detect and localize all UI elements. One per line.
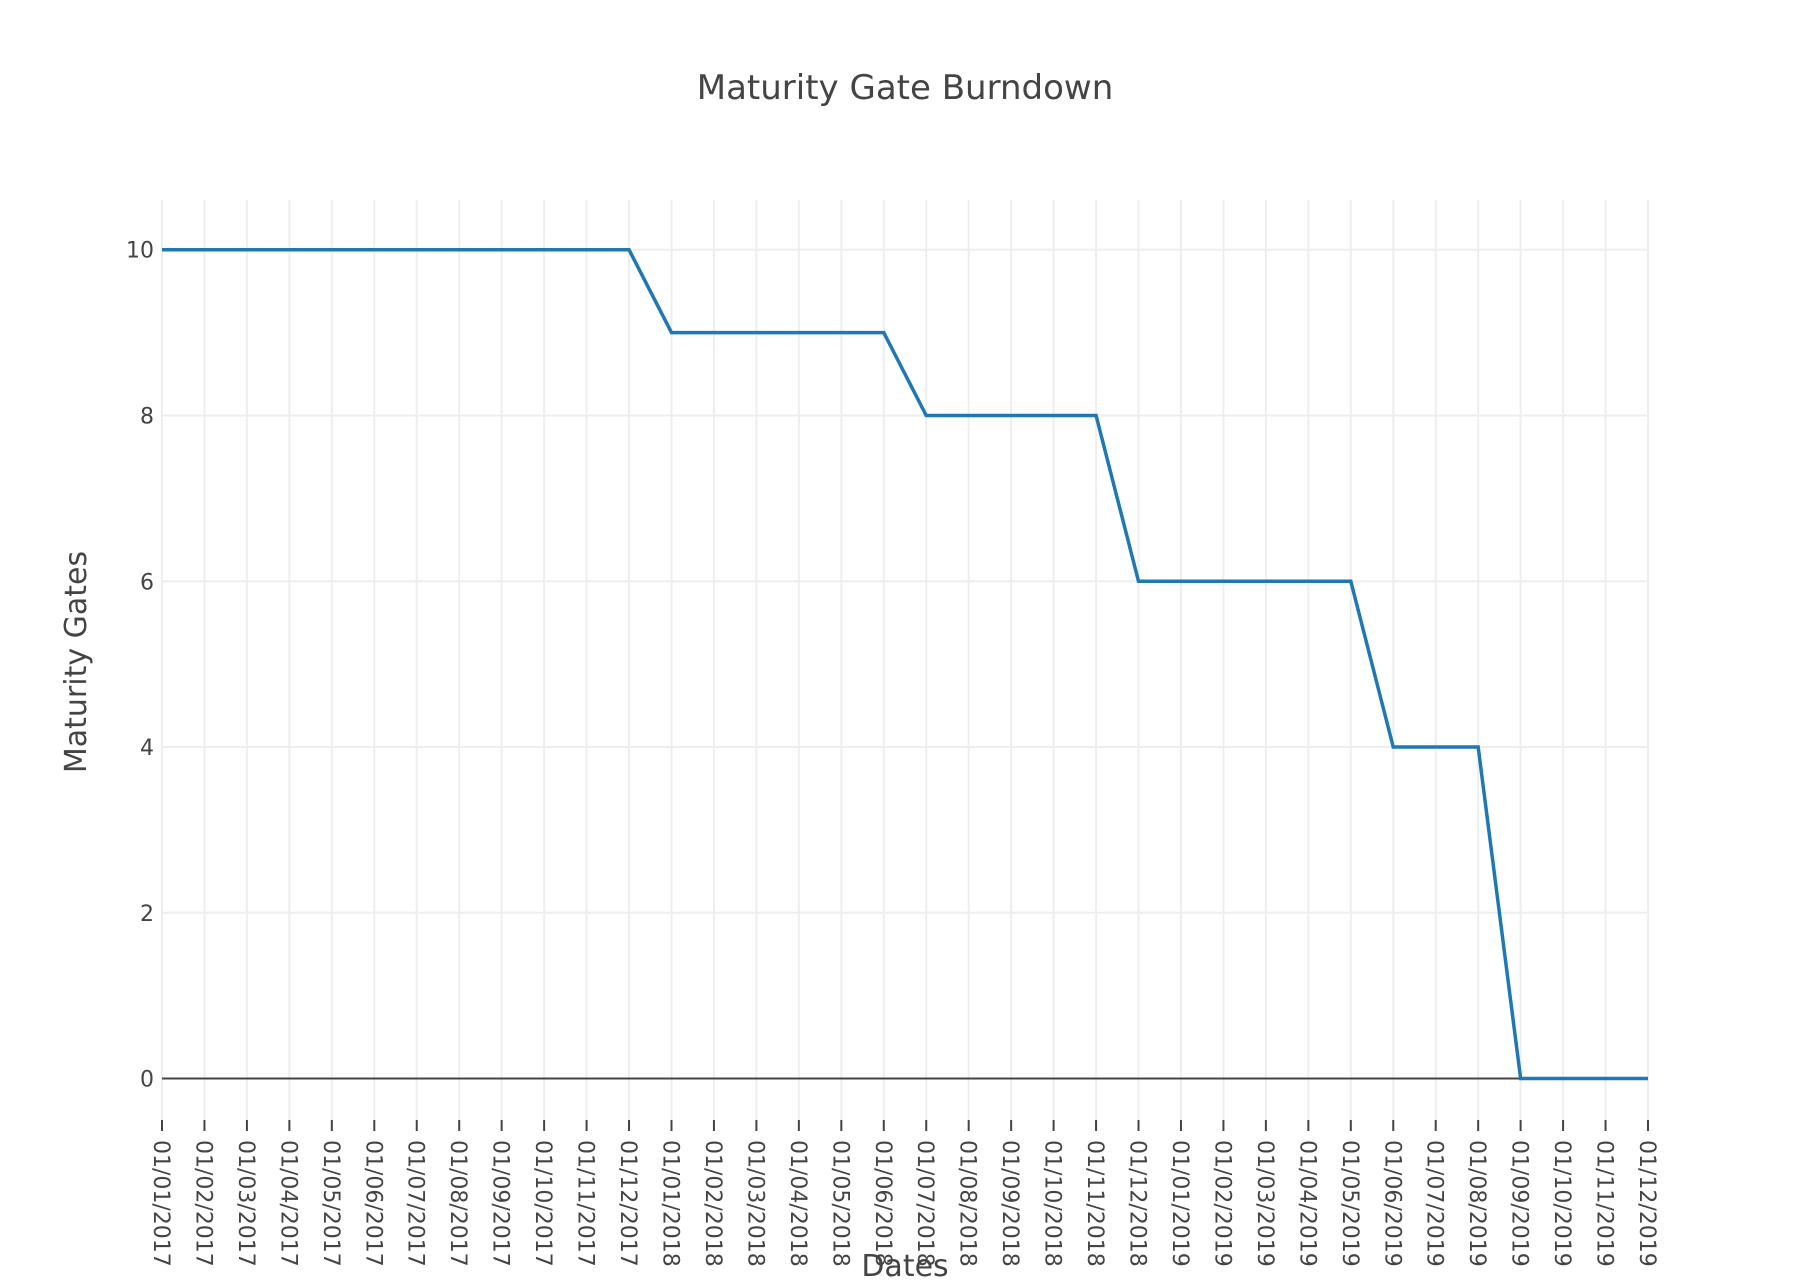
x-tick-label: 01/02/2019 xyxy=(1209,1140,1234,1267)
x-tick-label: 01/06/2018 xyxy=(870,1140,895,1267)
y-tick-label: 10 xyxy=(126,239,154,264)
x-tick-label: 01/01/2018 xyxy=(657,1140,682,1267)
x-tick-label: 01/02/2017 xyxy=(190,1140,215,1267)
x-tick-label: 01/12/2018 xyxy=(1125,1140,1150,1267)
x-tick-label: 01/11/2017 xyxy=(573,1140,598,1267)
x-tick-label: 01/05/2018 xyxy=(827,1140,852,1267)
x-tick-label: 01/10/2017 xyxy=(530,1140,555,1267)
x-tick-label: 01/07/2018 xyxy=(912,1140,937,1267)
x-tick-label: 01/03/2018 xyxy=(742,1140,767,1267)
x-tick-label: 01/10/2018 xyxy=(1040,1140,1065,1267)
y-axis-ticks: 0 2 4 6 8 10 xyxy=(126,239,154,1093)
x-tick-label: 01/08/2018 xyxy=(955,1140,980,1267)
x-tick-label: 01/07/2017 xyxy=(403,1140,428,1267)
x-tick-label: 01/02/2018 xyxy=(700,1140,725,1267)
x-tick-label: 01/08/2019 xyxy=(1464,1140,1489,1267)
x-tick-label: 01/03/2017 xyxy=(233,1140,258,1267)
y-tick-label: 6 xyxy=(140,570,154,595)
x-tick-label: 01/01/2019 xyxy=(1167,1140,1192,1267)
x-tick-label: 01/08/2017 xyxy=(445,1140,470,1267)
series-line xyxy=(162,247,1648,1081)
x-tick-label: 01/04/2017 xyxy=(275,1140,300,1267)
x-tick-label: 01/09/2018 xyxy=(997,1140,1022,1267)
x-tick-label: 01/06/2017 xyxy=(360,1140,385,1267)
x-tick-label: 01/04/2019 xyxy=(1294,1140,1319,1267)
x-axis-ticks: 01/01/2017 01/02/2017 01/03/2017 01/04/2017… xyxy=(148,1120,1659,1267)
x-tick-label: 01/09/2019 xyxy=(1507,1140,1532,1267)
x-tick-label: 01/03/2019 xyxy=(1252,1140,1277,1267)
x-tick-label: 01/11/2018 xyxy=(1082,1140,1107,1267)
x-axis-title: Dates xyxy=(861,1249,948,1284)
y-tick-label: 0 xyxy=(140,1068,154,1093)
x-tick-label: 01/05/2017 xyxy=(318,1140,343,1267)
y-tick-label: 4 xyxy=(140,736,154,761)
x-tick-label: 01/05/2019 xyxy=(1337,1140,1362,1267)
x-tick-label: 01/12/2017 xyxy=(615,1140,640,1267)
y-tick-label: 2 xyxy=(140,902,154,927)
x-tick-label: 01/04/2018 xyxy=(785,1140,810,1267)
x-tick-label: 01/12/2019 xyxy=(1634,1140,1659,1267)
x-tick-label: 01/11/2019 xyxy=(1592,1140,1617,1267)
x-tick-label: 01/01/2017 xyxy=(148,1140,173,1267)
series-layer xyxy=(162,247,1648,1081)
x-tick-label: 01/07/2019 xyxy=(1422,1140,1447,1267)
x-tick-label: 01/10/2019 xyxy=(1549,1140,1574,1267)
y-tick-label: 8 xyxy=(140,404,154,429)
x-tick-label: 01/06/2019 xyxy=(1379,1140,1404,1267)
x-tick-label: 01/09/2017 xyxy=(488,1140,513,1267)
chart-title: Maturity Gate Burndown xyxy=(697,68,1114,108)
y-axis-title: Maturity Gates xyxy=(59,551,94,773)
